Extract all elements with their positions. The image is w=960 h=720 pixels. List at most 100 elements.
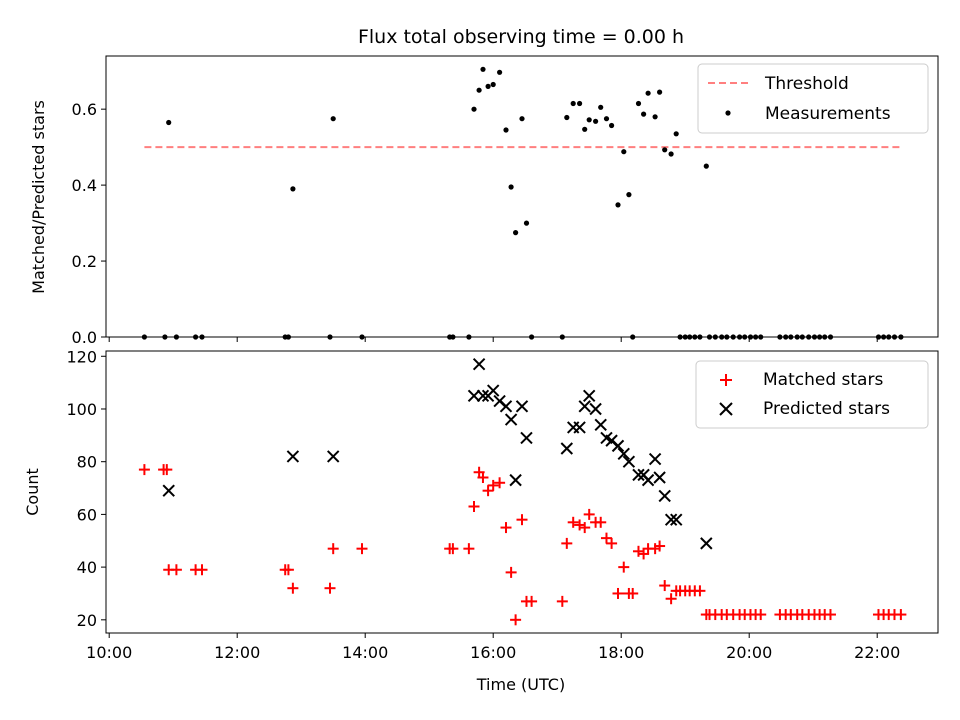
top-legend-box bbox=[697, 63, 929, 134]
matched-point bbox=[632, 545, 644, 557]
predicted-point bbox=[670, 513, 683, 526]
matched-point bbox=[287, 582, 299, 594]
bottom-ytick-label: 20 bbox=[77, 611, 97, 630]
predicted-point bbox=[653, 471, 666, 484]
measurement-point bbox=[508, 184, 514, 190]
predicted-point bbox=[700, 537, 713, 550]
matched-point bbox=[556, 595, 568, 607]
measurement-point bbox=[586, 117, 592, 123]
measurement-point bbox=[603, 116, 610, 122]
matched-point bbox=[627, 587, 639, 599]
predicted-point bbox=[622, 455, 636, 468]
predicted-point bbox=[515, 400, 529, 413]
bottom-legend: Matched stars Predicted stars bbox=[695, 360, 929, 429]
matched-point bbox=[138, 464, 150, 476]
matched-point bbox=[595, 516, 607, 528]
legend-matched-swatch bbox=[720, 374, 732, 386]
measurement-point bbox=[668, 151, 674, 157]
predicted-point bbox=[162, 484, 175, 497]
measurement-point bbox=[330, 116, 336, 122]
predicted-point bbox=[476, 389, 490, 403]
matched-point bbox=[516, 514, 528, 526]
matched-point bbox=[324, 582, 336, 594]
legend-predicted-swatch bbox=[719, 402, 733, 416]
measurement-point bbox=[621, 149, 627, 155]
bottom-xtick-label: 10:00 bbox=[86, 643, 132, 662]
matched-point bbox=[500, 522, 512, 534]
matched-point bbox=[282, 564, 294, 576]
measurement-point bbox=[662, 147, 668, 153]
bottom-xtick-label: 12:00 bbox=[214, 643, 260, 662]
measurement-point bbox=[503, 127, 509, 133]
bottom-x-ticks: 10:00 12:00 14:00 16:00 18:00 20:00 22:00 bbox=[86, 633, 900, 662]
predicted-point bbox=[326, 450, 340, 463]
top-ytick-label: 0.0 bbox=[72, 328, 97, 347]
top-axes-frame bbox=[105, 55, 939, 338]
measurement-point bbox=[609, 122, 615, 129]
predicted-point bbox=[578, 400, 591, 413]
predicted-point bbox=[594, 418, 607, 432]
bottom-xlabel: Time (UTC) bbox=[476, 675, 565, 694]
measurement-point bbox=[703, 163, 709, 169]
top-panel: Flux total observing time = 0.00 h 0.00.… bbox=[29, 26, 939, 347]
predicted-point bbox=[582, 389, 596, 403]
legend-measurements-label: Measurements bbox=[765, 104, 891, 124]
predicted-point bbox=[560, 442, 574, 455]
matched-point bbox=[526, 595, 538, 607]
predicted-point bbox=[467, 389, 481, 403]
matched-point bbox=[510, 614, 522, 626]
matched-point bbox=[505, 566, 517, 578]
matched-point bbox=[477, 472, 489, 484]
legend-predicted-label: Predicted stars bbox=[763, 399, 890, 419]
matched-point bbox=[612, 587, 624, 599]
measurement-point bbox=[593, 118, 599, 124]
predicted-point bbox=[520, 431, 533, 445]
bottom-ytick-label: 100 bbox=[66, 400, 97, 419]
bottom-ytick-label: 80 bbox=[77, 453, 97, 472]
matched-point bbox=[356, 543, 368, 555]
top-y-ticks: 0.0 0.2 0.4 0.6 bbox=[72, 100, 106, 347]
measurement-point bbox=[480, 66, 486, 72]
measurement-point bbox=[652, 114, 658, 120]
matched-point bbox=[895, 609, 907, 621]
measurement-point bbox=[657, 89, 663, 95]
predicted-point bbox=[658, 489, 671, 503]
matched-point bbox=[561, 537, 573, 549]
matched-point bbox=[494, 477, 506, 489]
predicted-point bbox=[664, 513, 678, 526]
bottom-y-ticks: 20 40 60 80 100 120 bbox=[66, 347, 106, 630]
matched-point bbox=[487, 479, 499, 491]
measurement-point bbox=[570, 100, 576, 107]
measurement-point bbox=[166, 119, 172, 126]
bottom-plot-area bbox=[138, 357, 907, 626]
bottom-xtick-label: 20:00 bbox=[726, 643, 772, 662]
measurement-point bbox=[582, 126, 588, 132]
matched-point bbox=[824, 609, 836, 621]
matched-point bbox=[161, 464, 173, 476]
bottom-ytick-label: 60 bbox=[77, 505, 97, 524]
predicted-point bbox=[509, 473, 522, 487]
matched-point bbox=[482, 485, 494, 497]
matched-point bbox=[606, 537, 618, 549]
bottom-xtick-label: 18:00 bbox=[598, 643, 644, 662]
matched-point bbox=[583, 508, 595, 520]
predicted-point bbox=[504, 413, 518, 426]
measurement-point bbox=[523, 220, 530, 226]
measurement-point bbox=[485, 83, 491, 89]
bottom-panel: 20 40 60 80 100 120 10:00 12:00 14:00 16:00 18:00… bbox=[23, 347, 939, 694]
top-ytick-label: 0.2 bbox=[72, 252, 97, 271]
measurement-point bbox=[635, 100, 642, 107]
legend-threshold-label: Threshold bbox=[764, 74, 849, 94]
measurement-point bbox=[645, 90, 651, 96]
matched-point bbox=[579, 522, 591, 534]
matched-point bbox=[665, 593, 677, 605]
matched-point bbox=[600, 532, 612, 544]
bottom-ylabel: Count bbox=[23, 468, 42, 516]
predicted-point bbox=[573, 421, 586, 434]
measurement-point bbox=[626, 192, 632, 198]
predicted-point bbox=[611, 439, 625, 453]
measurement-point bbox=[476, 87, 482, 93]
legend-measurements-swatch bbox=[725, 110, 731, 116]
matched-point bbox=[659, 580, 671, 592]
measurement-point bbox=[490, 81, 496, 88]
